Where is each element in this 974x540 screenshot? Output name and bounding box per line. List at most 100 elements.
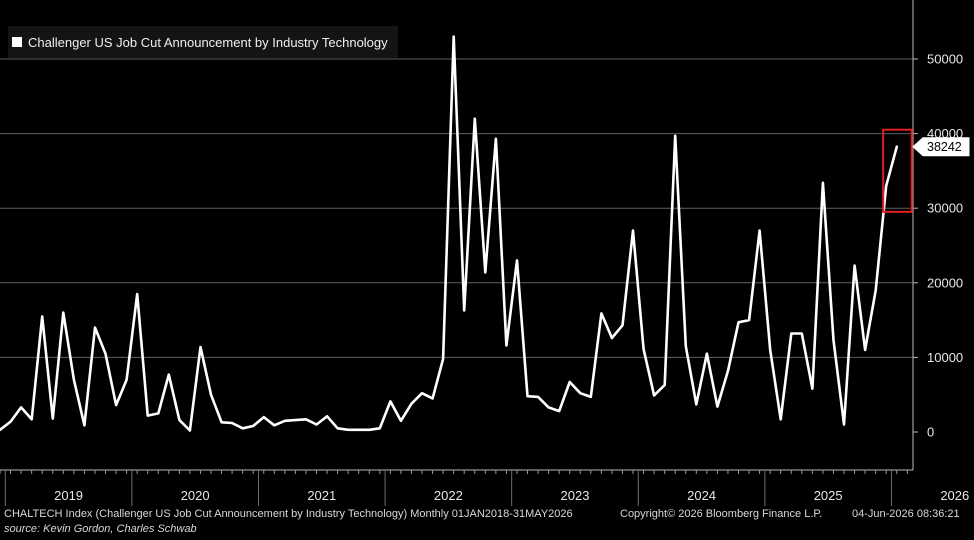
data-point bbox=[136, 293, 138, 295]
data-point bbox=[83, 424, 86, 427]
data-point bbox=[400, 420, 402, 422]
data-point bbox=[516, 259, 518, 262]
data-point bbox=[716, 405, 719, 408]
data-point bbox=[41, 315, 43, 318]
data-point bbox=[389, 400, 392, 403]
data-point bbox=[737, 321, 740, 324]
data-point bbox=[895, 145, 898, 148]
data-point bbox=[579, 392, 582, 395]
y-tick-label: 10000 bbox=[927, 350, 963, 365]
data-point bbox=[684, 345, 687, 348]
last-value-tag bbox=[912, 137, 970, 157]
x-tick-label: 2020 bbox=[181, 488, 210, 503]
y-tick-label: 30000 bbox=[927, 201, 963, 216]
x-tick-label: 2019 bbox=[54, 488, 83, 503]
data-point bbox=[611, 337, 613, 339]
data-point bbox=[178, 419, 181, 421]
data-point bbox=[189, 429, 191, 432]
data-point bbox=[558, 410, 560, 412]
legend-swatch-icon bbox=[12, 37, 22, 47]
data-point bbox=[674, 135, 676, 137]
x-tick-label: 2026 bbox=[940, 488, 969, 503]
data-point bbox=[547, 406, 550, 409]
data-point bbox=[653, 394, 655, 397]
data-point bbox=[463, 309, 466, 312]
data-point bbox=[241, 427, 244, 430]
x-tick-label: 2024 bbox=[687, 488, 716, 503]
data-point bbox=[769, 349, 771, 351]
highlight-box bbox=[882, 128, 913, 213]
x-tick-label: 2023 bbox=[561, 488, 590, 503]
data-point bbox=[305, 418, 307, 421]
data-point bbox=[864, 349, 866, 351]
data-point bbox=[62, 311, 65, 314]
data-point bbox=[885, 185, 887, 187]
data-point bbox=[642, 348, 645, 350]
footer-timestamp: 04-Jun-2026 08:36:21 bbox=[852, 508, 960, 520]
y-tick-label: 20000 bbox=[927, 275, 963, 290]
footer-source: source: Kevin Gordon, Charles Schwab bbox=[4, 523, 197, 535]
data-point bbox=[357, 428, 360, 431]
data-point bbox=[94, 326, 96, 329]
footer-ticker: CHALTECH Index (Challenger US Job Cut An… bbox=[4, 508, 573, 520]
data-point bbox=[695, 403, 698, 406]
data-point bbox=[706, 352, 708, 355]
footer-copyright: Copyright© 2026 Bloomberg Finance L.P. bbox=[620, 508, 823, 520]
data-point bbox=[73, 378, 75, 381]
last-value-label: 38242 bbox=[927, 140, 962, 154]
data-point bbox=[379, 427, 381, 430]
data-point bbox=[199, 346, 202, 348]
x-tick-label: 2021 bbox=[307, 488, 336, 503]
data-point bbox=[125, 378, 128, 381]
data-point bbox=[431, 397, 434, 400]
data-point bbox=[874, 289, 877, 292]
legend-label: Challenger US Job Cut Announcement by In… bbox=[28, 34, 388, 50]
data-point bbox=[473, 117, 476, 120]
data-point bbox=[748, 319, 750, 321]
data-point bbox=[758, 229, 761, 232]
data-point bbox=[843, 423, 845, 426]
data-point bbox=[262, 416, 265, 418]
data-point bbox=[157, 412, 160, 415]
data-point bbox=[590, 396, 592, 398]
data-point bbox=[600, 312, 603, 315]
y-tick-label: 0 bbox=[927, 425, 934, 440]
data-point bbox=[315, 423, 318, 426]
data-point bbox=[30, 418, 33, 421]
data-point bbox=[421, 392, 423, 395]
data-point bbox=[779, 418, 782, 421]
data-point bbox=[294, 419, 297, 421]
x-tick-label: 2022 bbox=[434, 488, 463, 503]
data-point bbox=[832, 339, 835, 342]
data-point bbox=[231, 422, 233, 424]
data-point bbox=[727, 370, 729, 372]
data-point bbox=[115, 404, 117, 406]
data-point bbox=[495, 138, 497, 140]
data-point bbox=[284, 420, 286, 422]
data-point bbox=[632, 229, 634, 232]
series-line bbox=[0, 35, 899, 432]
data-point bbox=[442, 358, 444, 360]
data-point bbox=[452, 35, 455, 38]
data-point bbox=[104, 352, 107, 355]
data-point bbox=[537, 396, 539, 398]
y-tick-label: 50000 bbox=[927, 52, 963, 67]
data-point bbox=[220, 421, 223, 424]
data-point bbox=[273, 424, 276, 427]
data-point bbox=[210, 393, 212, 396]
chart-legend: Challenger US Job Cut Announcement by In… bbox=[8, 26, 398, 58]
data-point bbox=[621, 324, 624, 327]
data-point bbox=[252, 425, 254, 427]
data-point bbox=[168, 373, 170, 376]
data-point bbox=[347, 428, 349, 431]
data-point bbox=[526, 395, 529, 397]
data-point bbox=[410, 402, 413, 405]
data-point bbox=[336, 427, 339, 430]
data-point bbox=[368, 428, 371, 431]
data-point bbox=[811, 387, 814, 390]
data-point bbox=[801, 332, 803, 335]
data-point bbox=[9, 420, 12, 423]
x-tick-label: 2025 bbox=[814, 488, 843, 503]
data-point bbox=[326, 415, 328, 418]
